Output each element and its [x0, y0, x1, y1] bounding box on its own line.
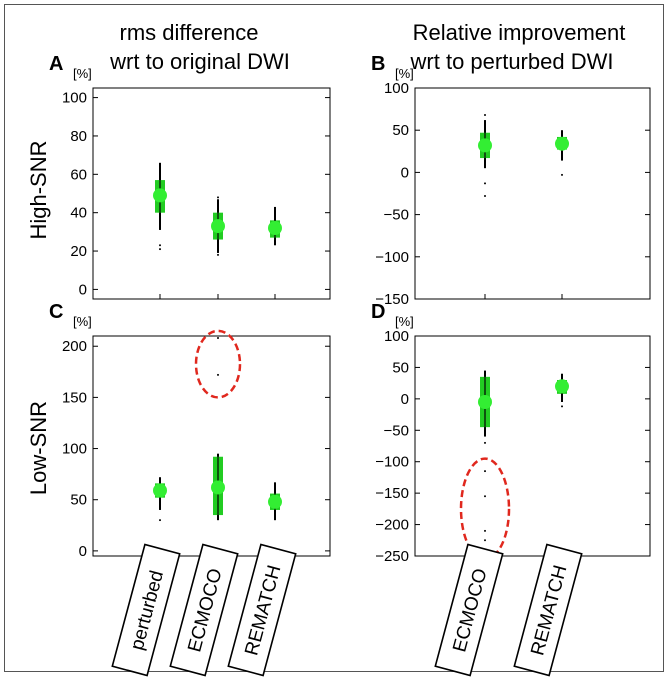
- col-title-left-1: rms difference: [120, 20, 259, 45]
- ytick-label-B: −100: [375, 249, 409, 266]
- outlier-point: [484, 182, 486, 185]
- ytick-label-D: 50: [392, 359, 409, 376]
- median-marker: [211, 480, 225, 495]
- ytick-label-C: 0: [79, 543, 87, 560]
- ytick-label-D: 100: [384, 328, 409, 345]
- ytick-label-B: 0: [401, 164, 409, 181]
- category-box-left-rematch: REMATCH: [227, 543, 297, 677]
- category-box-right-ecmoco-border: [434, 543, 504, 677]
- outlier-point: [217, 373, 219, 376]
- figure-frame: [4, 4, 664, 672]
- outlier-point: [484, 495, 486, 498]
- median-marker: [153, 188, 167, 203]
- ytick-label-C: 50: [70, 492, 87, 509]
- median-marker: [478, 138, 492, 153]
- median-marker: [268, 221, 282, 236]
- ytick-label-B: −150: [375, 291, 409, 308]
- outlier-point: [484, 195, 486, 198]
- category-box-left-ecmoco: ECMOCO: [169, 543, 239, 677]
- unit-label-D: [%]: [395, 314, 414, 329]
- ytick-label-B: −50: [384, 207, 409, 224]
- ytick-label-A: 0: [79, 281, 87, 298]
- series-C-perturbed: [153, 477, 167, 522]
- category-box-right-rematch-border: [513, 543, 583, 677]
- axes-box-A: [92, 87, 331, 300]
- series-C-ECMOCO: [211, 337, 225, 521]
- ytick-label-B: 100: [384, 80, 409, 97]
- outlier-point: [484, 470, 486, 473]
- series-D-ECMOCO: [478, 370, 492, 554]
- ytick-label-D: −50: [384, 422, 409, 439]
- series-B-REMATCH: [555, 130, 569, 176]
- series-A-perturbed: [153, 162, 167, 251]
- col-title-left-2: wrt to original DWI: [109, 49, 290, 74]
- outlier-point: [484, 114, 486, 117]
- ytick-label-B: 50: [392, 122, 409, 139]
- ytick-label-D: −150: [375, 485, 409, 502]
- panel-letter-D: D: [371, 301, 385, 323]
- unit-label-B: [%]: [395, 66, 414, 81]
- outlier-point: [217, 196, 219, 199]
- median-marker: [153, 483, 167, 498]
- col-title-right-1: Relative improvement: [413, 20, 626, 45]
- ytick-label-C: 200: [62, 338, 87, 355]
- panel-C: C [%] 0 50 100 150 200: [49, 301, 331, 560]
- col-title-right-2: wrt to perturbed DWI: [410, 49, 614, 74]
- median-marker: [268, 494, 282, 509]
- category-box-left-perturbed: perturbed: [111, 543, 181, 677]
- ytick-label-C: 150: [62, 389, 87, 406]
- series-A-ECMOCO: [211, 196, 225, 256]
- panel-letter-A: A: [49, 53, 63, 75]
- median-marker: [478, 395, 492, 409]
- panel-letter-C: C: [49, 301, 63, 323]
- ytick-label-D: 0: [401, 391, 409, 408]
- outlier-point: [159, 519, 161, 522]
- panel-B: B [%]100 50 0 −50 −100 −150: [371, 53, 651, 308]
- unit-label-C: [%]: [73, 314, 92, 329]
- axes-box-B: [414, 87, 651, 300]
- panel-A: A [%] 0 20 40 60 80 100: [49, 53, 331, 300]
- ytick-label-D: −100: [375, 454, 409, 471]
- median-marker: [555, 379, 569, 394]
- category-box-left-perturbed-border: [111, 543, 181, 677]
- ytick-label-D: −250: [375, 548, 409, 565]
- ytick-label-A: 100: [62, 90, 87, 107]
- ytick-label-A: 40: [70, 205, 87, 222]
- panel-D: D [%]100 50 0 −50 −100 −150 −200 −250: [371, 301, 651, 565]
- series-A-REMATCH: [268, 206, 282, 246]
- median-marker: [555, 136, 569, 151]
- outlier-point: [484, 539, 486, 542]
- row-label-low-snr: Low-SNR: [26, 401, 51, 495]
- axes-box-C: [92, 335, 331, 557]
- panel-letter-B: B: [371, 53, 385, 75]
- outlier-point: [561, 405, 563, 408]
- outlier-point: [159, 244, 161, 247]
- outlier-point: [561, 173, 563, 176]
- ytick-label-A: 20: [70, 243, 87, 260]
- series-B-ECMOCO: [478, 114, 492, 198]
- outlier-point: [484, 441, 486, 444]
- category-box-right-ecmoco: ECMOCO: [434, 543, 504, 677]
- outlier-point: [484, 529, 486, 532]
- ytick-label-A: 80: [70, 128, 87, 145]
- outlier-point: [159, 248, 161, 251]
- category-box-left-ecmoco-border: [169, 543, 239, 677]
- row-label-high-snr: High-SNR: [26, 140, 51, 239]
- ytick-label-D: −200: [375, 517, 409, 534]
- ytick-label-C: 100: [62, 441, 87, 458]
- unit-label-A: [%]: [73, 66, 92, 81]
- series-C-REMATCH: [268, 482, 282, 521]
- highlight-ellipse-C: [194, 329, 242, 399]
- series-D-REMATCH: [555, 373, 569, 408]
- median-marker: [211, 219, 225, 234]
- outlier-point: [217, 253, 219, 256]
- ytick-label-A: 60: [70, 166, 87, 183]
- axes-box-D: [414, 335, 651, 557]
- category-box-right-rematch: REMATCH: [513, 543, 583, 677]
- outlier-point: [217, 337, 219, 340]
- category-box-left-rematch-border: [227, 543, 297, 677]
